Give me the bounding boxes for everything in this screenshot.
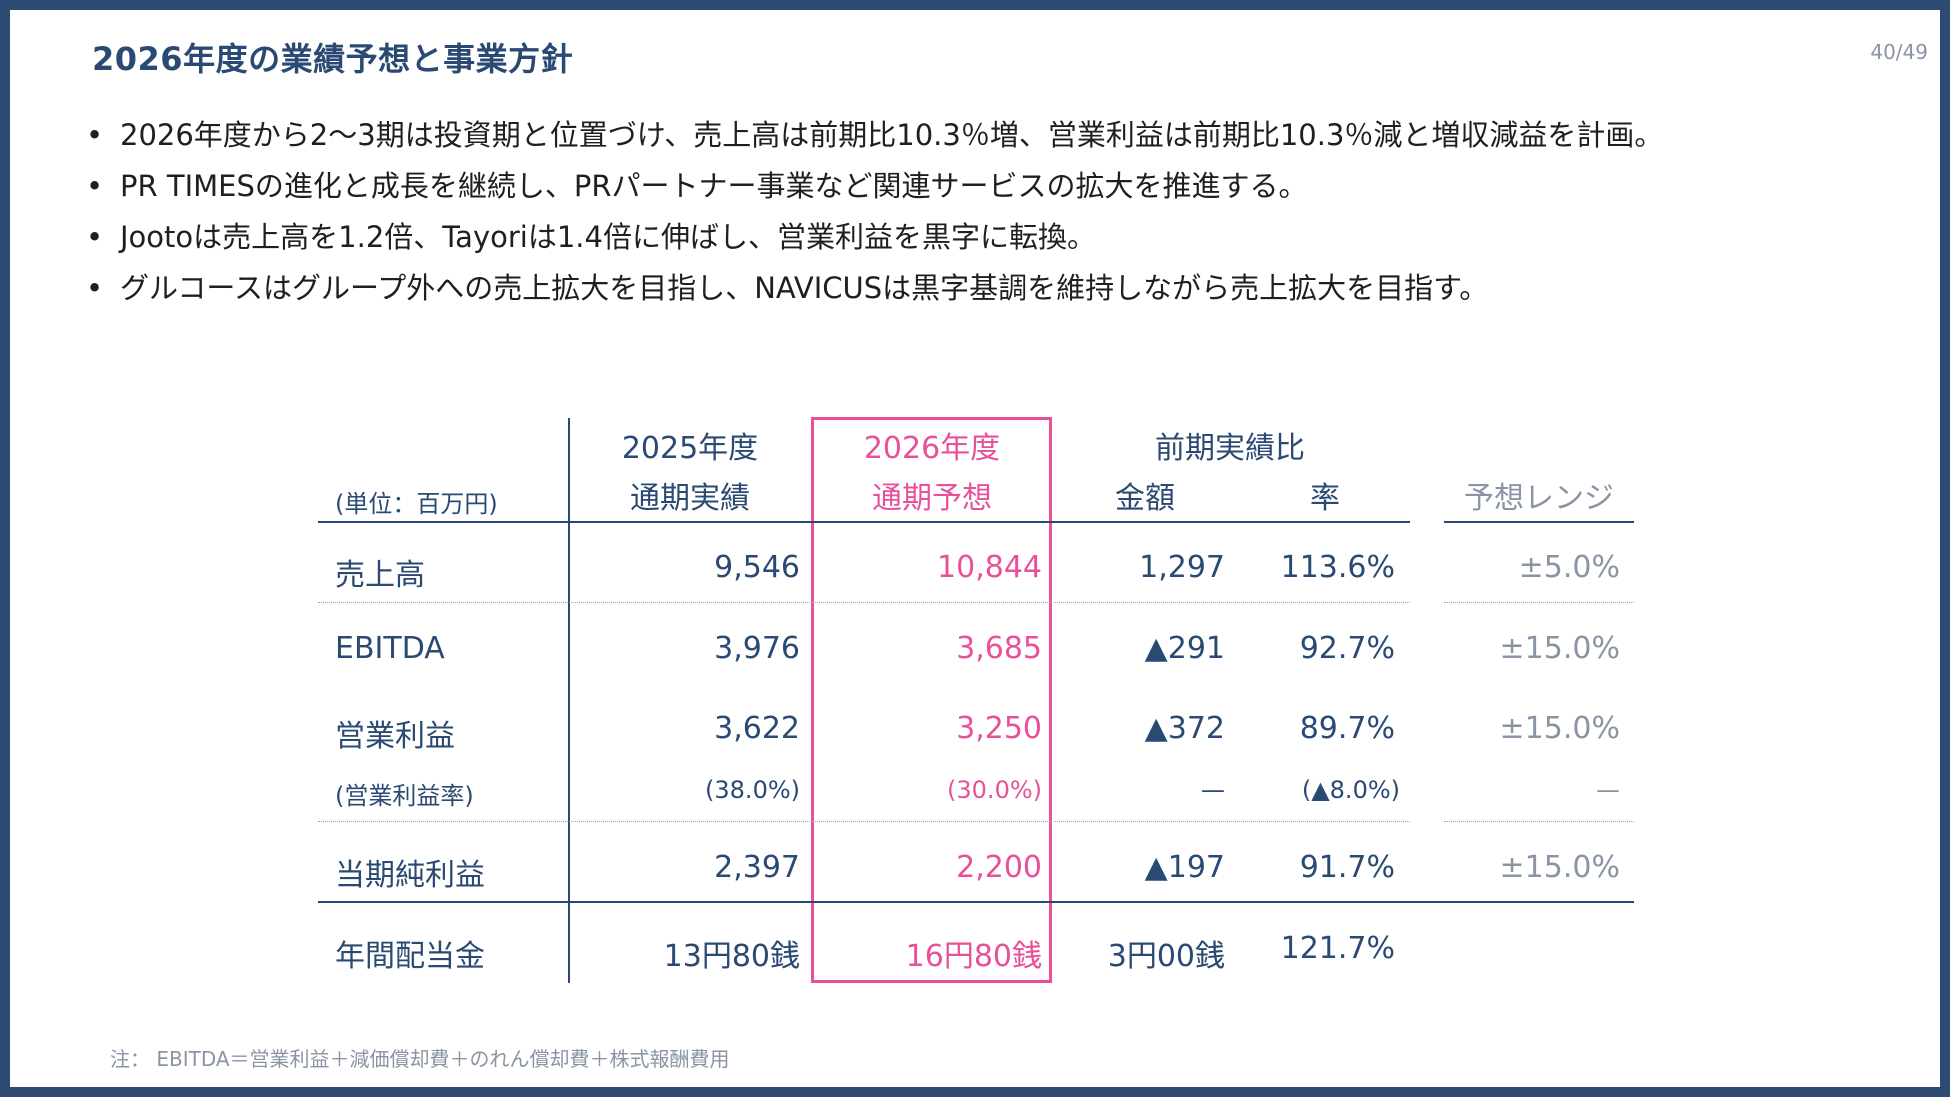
cell-rate: 121.7%	[1280, 931, 1395, 966]
header-fy2026-line1: 2026年度	[863, 431, 1001, 466]
cell-fy2026: 2,200	[956, 850, 1042, 885]
header-rule-range	[1444, 521, 1634, 523]
bullet-text: グルコースはグループ外への売上拡大を目指し、NAVICUSは黒字基調を維持しなが…	[120, 271, 1489, 305]
bullet-dot: •	[86, 271, 104, 305]
row-label-net-income: 当期純利益	[335, 858, 485, 893]
cell-rate: 113.6%	[1280, 550, 1395, 585]
row-divider	[1444, 602, 1634, 603]
cell-fy2025: 13円80銭	[663, 939, 800, 974]
bullet-item: • PR TIMESの進化と成長を継続し、PRパートナー事業など関連サービスの拡大…	[86, 161, 1663, 212]
cell-range: ±15.0%	[1499, 850, 1620, 885]
bullet-item: • グルコースはグループ外への売上拡大を目指し、NAVICUSは黒字基調を維持しな…	[86, 263, 1663, 314]
row-divider	[318, 602, 1410, 603]
row-label-operating-margin: (営業利益率)	[335, 782, 474, 810]
cell-fy2025: 9,546	[714, 550, 800, 585]
cell-fy2026: (30.0%)	[947, 776, 1042, 804]
row-divider	[318, 821, 1410, 822]
cell-range: ±15.0%	[1499, 631, 1620, 666]
bullet-item: • Jootoは売上高を1.2倍、Tayoriは1.4倍に伸ばし、営業利益を黒字に…	[86, 212, 1663, 263]
cell-amount: ▲291	[1144, 631, 1225, 666]
cell-fy2026: 10,844	[937, 550, 1042, 585]
header-fy2026-line2: 通期予想	[872, 481, 992, 516]
row-divider	[1444, 821, 1634, 822]
cell-amount: —	[1201, 776, 1225, 804]
bullet-dot: •	[86, 169, 104, 203]
header-fy2025-line2: 通期実績	[630, 481, 750, 516]
row-label-ebitda: EBITDA	[335, 631, 445, 666]
cell-rate: 91.7%	[1299, 850, 1395, 885]
cell-amount: ▲197	[1144, 850, 1225, 885]
cell-fy2025: 3,622	[714, 711, 800, 746]
bullet-dot: •	[86, 220, 104, 254]
cell-rate: 92.7%	[1299, 631, 1395, 666]
bullet-list: • 2026年度から2～3期は投資期と位置づけ、売上高は前期比10.3％増、営業利…	[86, 110, 1663, 314]
cell-range: ±5.0%	[1518, 550, 1620, 585]
cell-amount: ▲372	[1144, 711, 1225, 746]
forecast-highlight-box	[811, 417, 1052, 983]
bullet-dot: •	[86, 118, 104, 152]
bullet-item: • 2026年度から2～3期は投資期と位置づけ、売上高は前期比10.3％増、営業利…	[86, 110, 1663, 161]
table-divider-vertical	[568, 418, 570, 983]
cell-rate: (▲8.0%)	[1301, 776, 1400, 804]
bullet-text: PR TIMESの進化と成長を継続し、PRパートナー事業など関連サービスの拡大を…	[120, 169, 1308, 203]
cell-rate: 89.7%	[1299, 711, 1395, 746]
header-range: 予想レンジ	[1464, 481, 1614, 516]
cell-fy2025: 3,976	[714, 631, 800, 666]
header-yoy: 前期実績比	[1155, 431, 1305, 466]
cell-fy2025: (38.0%)	[705, 776, 800, 804]
row-label-dividend: 年間配当金	[335, 939, 485, 974]
cell-fy2025: 2,397	[714, 850, 800, 885]
cell-amount: 1,297	[1139, 550, 1225, 585]
bullet-text: 2026年度から2～3期は投資期と位置づけ、売上高は前期比10.3％増、営業利益…	[120, 118, 1664, 152]
header-rule	[318, 521, 1410, 523]
header-amount: 金額	[1115, 481, 1175, 516]
row-label-sales: 売上高	[335, 558, 425, 593]
row-divider-solid	[318, 901, 1634, 903]
header-fy2025-line1: 2025年度	[621, 431, 759, 466]
page-number: 40/49	[1870, 40, 1928, 64]
unit-label: (単位：百万円)	[335, 490, 498, 518]
slide-title: 2026年度の業績予想と事業方針	[92, 40, 574, 78]
footnote: 注： EBITDA＝営業利益＋減価償却費＋のれん償却費＋株式報酬費用	[110, 1047, 730, 1071]
cell-amount: 3円00銭	[1107, 939, 1225, 974]
cell-range: —	[1596, 776, 1620, 804]
cell-range: ±15.0%	[1499, 711, 1620, 746]
cell-fy2026: 3,685	[956, 631, 1042, 666]
header-rate: 率	[1310, 481, 1340, 516]
bullet-text: Jootoは売上高を1.2倍、Tayoriは1.4倍に伸ばし、営業利益を黒字に転…	[120, 220, 1096, 254]
cell-fy2026: 16円80銭	[905, 939, 1042, 974]
cell-fy2026: 3,250	[956, 711, 1042, 746]
row-label-operating-profit: 営業利益	[335, 719, 455, 754]
